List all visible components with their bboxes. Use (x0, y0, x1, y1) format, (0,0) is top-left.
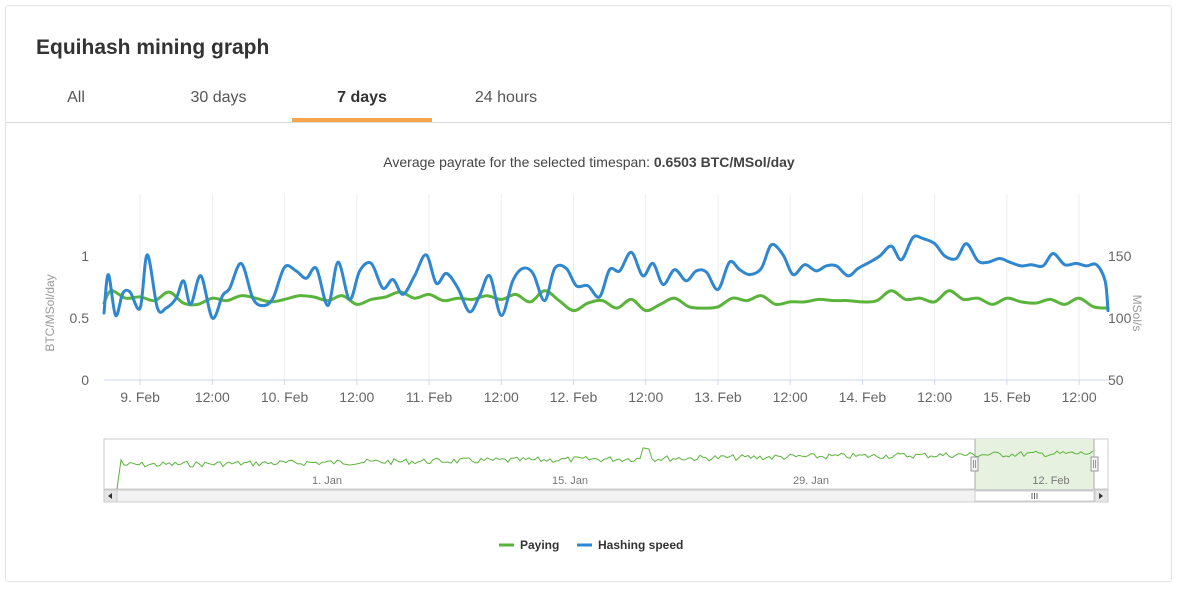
navigator[interactable]: 1. Jan 15. Jan 29. Jan 12. Feb (103, 438, 1109, 490)
subtitle-value: 0.6503 BTC/MSol/day (654, 154, 795, 170)
x-tick-label: 13. Feb (694, 389, 742, 405)
scroll-left-arrow-icon (108, 493, 112, 499)
tab-label: 30 days (190, 89, 247, 106)
y-right-axis-title: MSol/s (1130, 295, 1144, 332)
navigator-tick-labels: 1. Jan 15. Jan 29. Jan 12. Feb (312, 475, 1070, 487)
x-tick-label: 10. Feb (261, 389, 309, 405)
scrollbar-track[interactable] (103, 489, 1109, 503)
x-tick-label: 12:00 (773, 389, 808, 405)
x-tick-labels: 9. Feb 12:00 10. Feb 12:00 11. Feb 12:00 12. F… (120, 389, 1097, 405)
tab-label: 7 days (337, 89, 387, 106)
plot-series (102, 234, 1110, 320)
navigator-tick-label: 1. Jan (312, 475, 342, 487)
tab-label: All (67, 89, 85, 106)
x-tick-label: 12:00 (628, 389, 663, 405)
legend-paying-label: Paying (520, 538, 559, 552)
navigator-tick-label: 15. Jan (552, 475, 588, 487)
tab-7-days[interactable]: 7 days (292, 86, 432, 123)
navigator-selection[interactable] (975, 439, 1094, 489)
navigator-tick-label: 12. Feb (1032, 475, 1069, 487)
navigator-tick-label: 29. Jan (793, 475, 829, 487)
y-left-tick-label: 1 (81, 248, 89, 264)
active-tab-indicator (292, 118, 432, 123)
y-left-tick-label: 0.5 (70, 310, 90, 326)
x-tick-label: 15. Feb (983, 389, 1031, 405)
navigator-left-handle[interactable] (970, 456, 979, 472)
tab-label: 24 hours (474, 89, 538, 106)
hashing-speed-line (102, 234, 1110, 320)
subtitle-prefix: Average payrate for the selected timespa… (383, 154, 654, 170)
x-tick-label: 12:00 (1062, 389, 1097, 405)
y-right-tick-label: 150 (1108, 248, 1132, 264)
tab-30-days[interactable]: 30 days (161, 86, 276, 123)
x-tick-label: 12:00 (339, 389, 374, 405)
tab-all[interactable]: All (31, 86, 121, 123)
legend-hashing-label: Hashing speed (598, 538, 683, 552)
x-tick-label: 11. Feb (406, 389, 453, 405)
paying-line (102, 289, 1110, 313)
x-tick-label: 12. Feb (550, 389, 598, 405)
chart-grid (139, 194, 1080, 385)
y-right-tick-label: 100 (1108, 310, 1132, 326)
x-tick-label: 12:00 (484, 389, 519, 405)
navigator-paying-line (116, 447, 1094, 490)
chart-subtitle: Average payrate for the selected timespa… (383, 154, 795, 170)
legend-item-hashing-speed[interactable]: Hashing speed (577, 538, 683, 552)
y-left-axis-title: BTC/MSol/day (43, 274, 57, 351)
legend-item-paying[interactable]: Paying (499, 538, 559, 552)
y-left-tick-labels: 00.51 (70, 248, 90, 388)
y-right-tick-labels: 50 100 150 (1108, 248, 1132, 388)
chart-legend: Paying Hashing speed (499, 538, 683, 552)
x-tick-label: 9. Feb (120, 389, 160, 405)
x-tick-label: 12:00 (195, 389, 230, 405)
tabs-divider (6, 122, 1171, 123)
navigator-scrollbar[interactable] (103, 489, 1109, 503)
y-left-tick-label: 0 (81, 372, 89, 388)
scroll-right-arrow-icon (1099, 493, 1103, 499)
card-title: Equihash mining graph (36, 36, 270, 59)
navigator-right-handle[interactable] (1090, 456, 1099, 472)
x-tick-label: 12:00 (917, 389, 952, 405)
scrollbar-grip-icon (1031, 493, 1038, 499)
navigator-frame (103, 438, 1109, 490)
x-tick-label: 14. Feb (839, 389, 887, 405)
timespan-tabs: All 30 days 7 days 24 hours (6, 86, 1171, 123)
tab-24-hours[interactable]: 24 hours (446, 86, 566, 123)
y-right-tick-label: 50 (1108, 372, 1124, 388)
